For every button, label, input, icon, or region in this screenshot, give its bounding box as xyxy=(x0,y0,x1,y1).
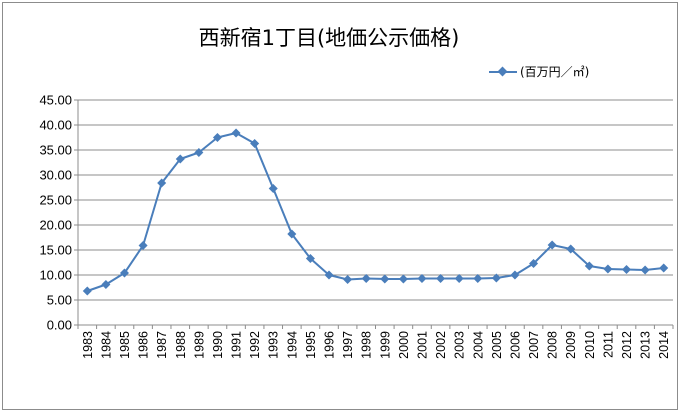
x-tick-label: 1999 xyxy=(378,331,392,359)
data-point xyxy=(380,274,390,284)
y-axis-tick-labels: 0.00 5.00 10.00 15.00 20.00 25.00 30.00 35.00 40… xyxy=(39,93,72,333)
grid-lines xyxy=(74,99,673,326)
x-tick-label: 2009 xyxy=(564,331,578,359)
data-point xyxy=(343,274,353,285)
x-tick-label: 2006 xyxy=(508,331,522,359)
y-tick-label: 10.00 xyxy=(39,268,72,283)
data-point xyxy=(82,286,92,296)
x-tick-label: 2004 xyxy=(471,331,485,359)
legend: (百万円／㎡) xyxy=(489,65,589,79)
y-tick-label: 25.00 xyxy=(39,193,72,208)
data-point xyxy=(231,128,241,138)
chart-title: 西新宿1丁目(地価公示価格) xyxy=(199,26,460,50)
x-tick-label: 2012 xyxy=(620,331,634,359)
x-tick-label: 2013 xyxy=(639,331,653,359)
x-tick-label: 2010 xyxy=(583,331,597,359)
chart-frame: 西新宿1丁目(地価公示価格) (百万円／㎡) 0.00 5.00 10.00 15.0… xyxy=(2,2,678,410)
x-tick-label: 2000 xyxy=(397,331,411,359)
x-tick-label: 2003 xyxy=(453,331,467,359)
y-tick-label: 35.00 xyxy=(39,143,72,158)
axes xyxy=(77,100,674,329)
x-tick-label: 2005 xyxy=(490,331,504,359)
legend-marker xyxy=(497,66,508,77)
x-tick-label: 1989 xyxy=(192,331,206,359)
series-line xyxy=(86,132,664,292)
y-tick-label: 0.00 xyxy=(47,318,72,333)
data-point xyxy=(268,183,278,194)
data-point xyxy=(101,279,111,290)
y-tick-label: 45.00 xyxy=(39,93,72,108)
x-tick-label: 1992 xyxy=(248,331,262,359)
x-tick-label: 1988 xyxy=(174,331,188,359)
x-tick-label: 1987 xyxy=(155,331,169,359)
data-point xyxy=(250,138,260,149)
y-tick-label: 5.00 xyxy=(47,293,72,308)
data-point xyxy=(175,154,185,164)
x-tick-label: 1997 xyxy=(341,331,355,359)
data-point xyxy=(305,253,315,264)
data-series xyxy=(82,128,669,296)
x-tick-label: 1983 xyxy=(81,331,95,359)
y-tick-label: 30.00 xyxy=(39,168,72,183)
data-point xyxy=(398,274,408,284)
y-tick-label: 40.00 xyxy=(39,118,72,133)
x-tick-label: 1998 xyxy=(360,331,374,359)
x-axis-tick-labels: 1983 1984 1985 1986 1987 1988 1989 1990 1991 1992… xyxy=(81,331,671,359)
x-tick-label: 1995 xyxy=(304,331,318,359)
data-point xyxy=(138,240,148,251)
x-tick-label: 2001 xyxy=(415,331,429,359)
y-tick-label: 20.00 xyxy=(39,218,72,233)
x-tick-label: 2014 xyxy=(657,331,671,359)
y-tick-label: 15.00 xyxy=(39,243,72,258)
x-tick-label: 1996 xyxy=(323,331,337,359)
x-tick-label: 1990 xyxy=(211,331,225,359)
x-tick-label: 2007 xyxy=(527,331,541,359)
data-point xyxy=(603,264,613,274)
x-tick-label: 1986 xyxy=(137,331,151,359)
x-tick-label: 1984 xyxy=(99,331,113,359)
data-point xyxy=(194,147,204,158)
x-tick-label: 1993 xyxy=(267,331,281,359)
x-tick-label: 1994 xyxy=(285,331,299,359)
legend-label: (百万円／㎡) xyxy=(520,65,589,79)
data-point xyxy=(659,263,669,273)
data-point xyxy=(212,132,222,143)
x-tick-label: 2002 xyxy=(434,331,448,359)
x-tick-label: 1985 xyxy=(118,331,132,359)
x-tick-label: 2008 xyxy=(546,331,560,359)
data-point xyxy=(157,178,167,188)
data-point xyxy=(510,270,520,280)
x-tick-label: 2011 xyxy=(601,331,615,358)
line-chart: 西新宿1丁目(地価公示価格) (百万円／㎡) 0.00 5.00 10.00 15.0… xyxy=(39,26,674,359)
x-tick-label: 1991 xyxy=(230,331,244,359)
data-point xyxy=(621,264,632,275)
data-point xyxy=(640,265,650,275)
